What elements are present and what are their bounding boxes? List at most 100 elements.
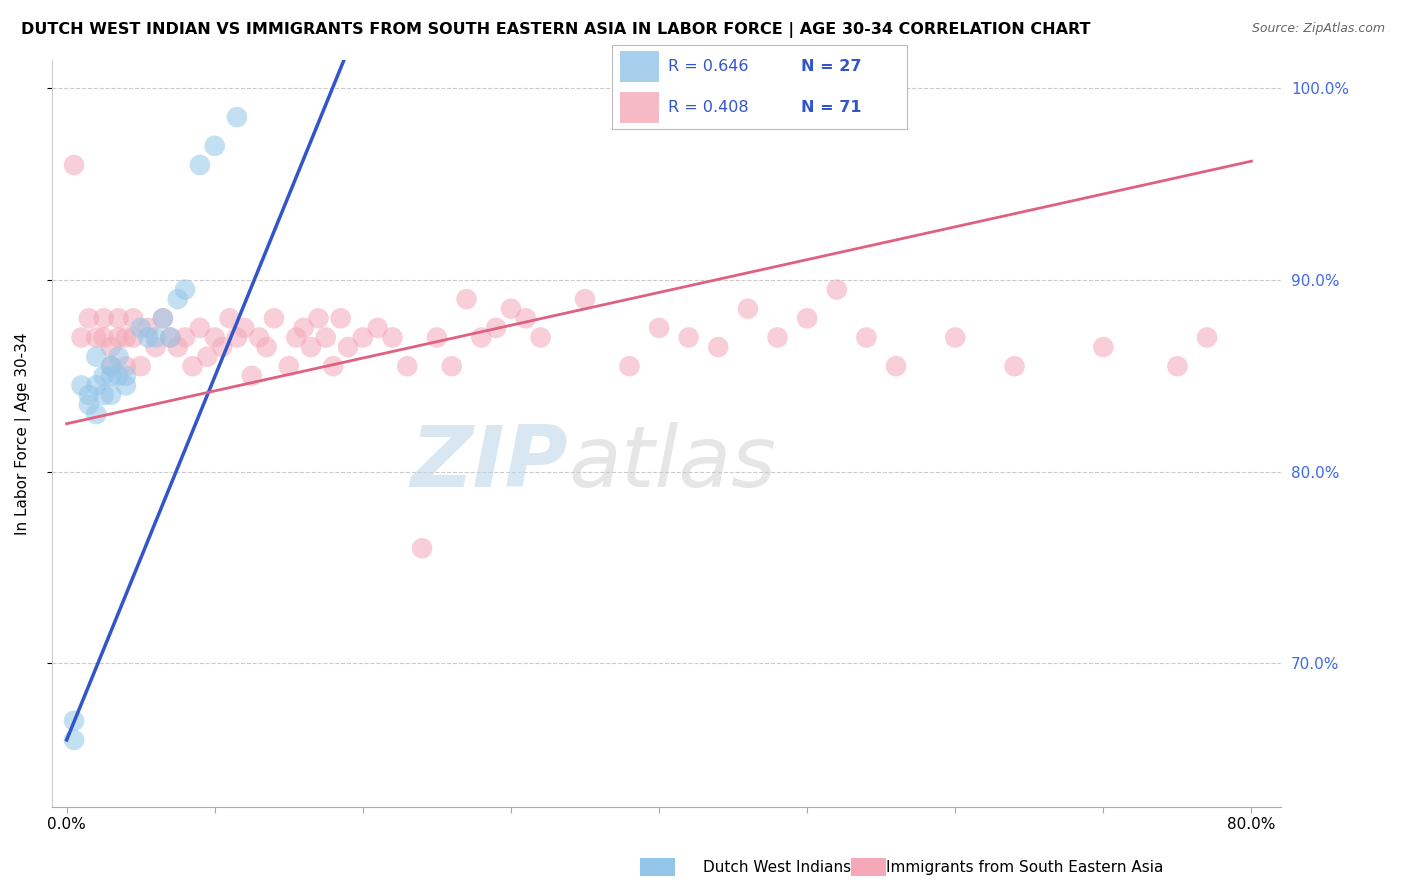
- Point: [100, 368, 122, 383]
- Point: [825, 283, 848, 297]
- Point: [247, 330, 270, 344]
- Point: [115, 330, 138, 344]
- Point: [152, 311, 174, 326]
- Point: [129, 321, 152, 335]
- Point: [226, 110, 249, 124]
- Point: [485, 321, 508, 335]
- Point: [470, 330, 492, 344]
- Point: [515, 311, 537, 326]
- Point: [115, 378, 138, 392]
- Point: [145, 340, 167, 354]
- Text: R = 0.646: R = 0.646: [668, 59, 748, 74]
- Point: [367, 321, 389, 335]
- Point: [84, 350, 107, 364]
- Point: [204, 330, 226, 344]
- Point: [307, 311, 329, 326]
- Point: [322, 359, 344, 374]
- Point: [93, 311, 115, 326]
- Point: [329, 311, 352, 326]
- Point: [100, 388, 122, 402]
- Point: [766, 330, 789, 344]
- Point: [77, 398, 100, 412]
- Point: [122, 311, 145, 326]
- Point: [211, 340, 233, 354]
- Point: [136, 321, 159, 335]
- Point: [226, 330, 249, 344]
- Point: [943, 330, 966, 344]
- Point: [1166, 359, 1188, 374]
- Point: [145, 330, 167, 344]
- Point: [174, 330, 197, 344]
- Point: [796, 311, 818, 326]
- Point: [456, 292, 478, 306]
- Point: [292, 321, 315, 335]
- Point: [1092, 340, 1115, 354]
- Point: [188, 158, 211, 172]
- Point: [70, 330, 93, 344]
- Point: [619, 359, 641, 374]
- Point: [737, 301, 759, 316]
- Bar: [620, 92, 659, 122]
- Point: [884, 359, 907, 374]
- Point: [107, 368, 129, 383]
- Point: [240, 368, 263, 383]
- Point: [63, 158, 86, 172]
- Text: ZIP: ZIP: [411, 422, 568, 505]
- Point: [122, 330, 145, 344]
- Point: [93, 368, 115, 383]
- Point: [100, 359, 122, 374]
- Point: [174, 283, 197, 297]
- Point: [707, 340, 730, 354]
- Point: [93, 330, 115, 344]
- Point: [107, 311, 129, 326]
- Point: [63, 714, 86, 728]
- Point: [195, 350, 218, 364]
- Point: [315, 330, 337, 344]
- Point: [529, 330, 551, 344]
- Point: [115, 368, 138, 383]
- Point: [1195, 330, 1218, 344]
- Point: [166, 340, 188, 354]
- Point: [136, 330, 159, 344]
- Point: [84, 378, 107, 392]
- Point: [159, 330, 181, 344]
- Text: DUTCH WEST INDIAN VS IMMIGRANTS FROM SOUTH EASTERN ASIA IN LABOR FORCE | AGE 30-: DUTCH WEST INDIAN VS IMMIGRANTS FROM SOU…: [21, 22, 1091, 38]
- Point: [100, 340, 122, 354]
- Point: [84, 407, 107, 421]
- Point: [100, 359, 122, 374]
- Point: [1004, 359, 1026, 374]
- Point: [77, 311, 100, 326]
- Point: [411, 541, 433, 556]
- Point: [218, 311, 240, 326]
- Point: [115, 359, 138, 374]
- Text: R = 0.408: R = 0.408: [668, 100, 748, 115]
- Point: [159, 330, 181, 344]
- Point: [84, 330, 107, 344]
- Point: [188, 321, 211, 335]
- Point: [70, 378, 93, 392]
- Point: [107, 330, 129, 344]
- Point: [233, 321, 256, 335]
- Point: [107, 350, 129, 364]
- Point: [426, 330, 449, 344]
- Y-axis label: In Labor Force | Age 30-34: In Labor Force | Age 30-34: [15, 332, 31, 534]
- Text: Source: ZipAtlas.com: Source: ZipAtlas.com: [1251, 22, 1385, 36]
- Point: [129, 359, 152, 374]
- Text: N = 27: N = 27: [800, 59, 860, 74]
- Text: N = 71: N = 71: [800, 100, 860, 115]
- Bar: [620, 52, 659, 82]
- Text: atlas: atlas: [568, 422, 776, 505]
- Text: Dutch West Indians: Dutch West Indians: [703, 860, 851, 874]
- Point: [256, 340, 278, 354]
- Point: [166, 292, 188, 306]
- Point: [337, 340, 360, 354]
- Point: [855, 330, 877, 344]
- Point: [678, 330, 700, 344]
- Point: [204, 138, 226, 153]
- Point: [181, 359, 204, 374]
- Point: [440, 359, 463, 374]
- Point: [381, 330, 404, 344]
- Point: [93, 388, 115, 402]
- Point: [63, 732, 86, 747]
- Point: [574, 292, 596, 306]
